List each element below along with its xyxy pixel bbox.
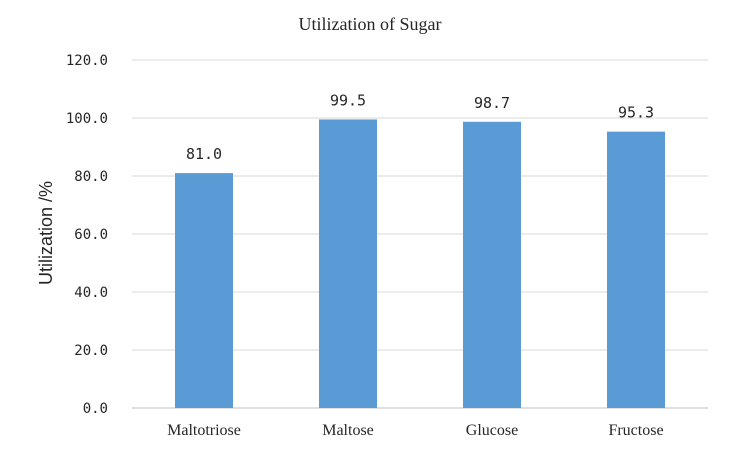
x-tick-label: Glucose: [466, 422, 518, 439]
data-label: 99.5: [330, 91, 366, 109]
y-tick-label: 0.0: [83, 401, 108, 417]
data-label: 95.3: [618, 104, 654, 122]
x-tick-labels: Maltotriose Maltose Glucose Fructose: [167, 422, 663, 439]
bar-glucose: [463, 121, 521, 409]
bars: [175, 119, 665, 409]
bar-maltotriose: [175, 173, 233, 408]
y-axis-label: Utilization /%: [36, 181, 56, 285]
y-tick-label: 80.0: [74, 169, 108, 185]
bar-fructose: [607, 131, 665, 408]
y-tick-label: 20.0: [74, 343, 108, 359]
y-tick-labels: 0.0 20.0 40.0 60.0 80.0 100.0 120.0: [66, 53, 108, 417]
x-tick-label: Maltose: [322, 422, 374, 439]
y-tick-label: 60.0: [74, 227, 108, 243]
y-tick-label: 100.0: [66, 111, 108, 127]
bar-maltose: [319, 119, 377, 408]
data-label: 81.0: [186, 145, 222, 163]
y-tick-label: 40.0: [74, 285, 108, 301]
y-tick-label: 120.0: [66, 53, 108, 69]
x-tick-label: Fructose: [608, 422, 663, 439]
data-label: 98.7: [474, 94, 510, 112]
data-labels: 81.0 99.5 98.7 95.3: [186, 91, 654, 163]
x-tick-label: Maltotriose: [167, 422, 241, 439]
chart-title: Utilization of Sugar: [299, 14, 442, 34]
